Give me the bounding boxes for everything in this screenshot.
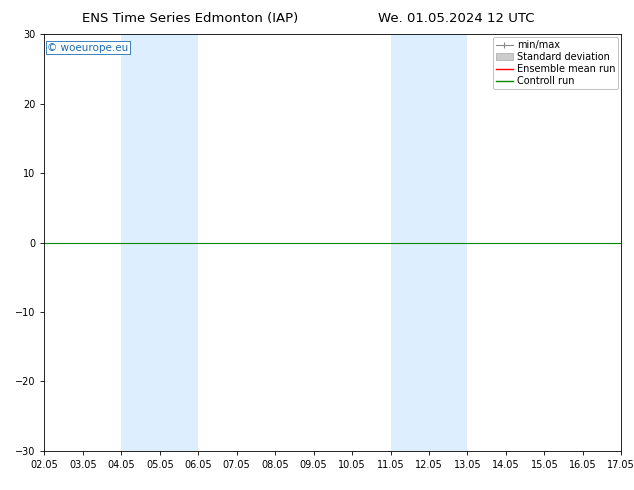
Text: We. 01.05.2024 12 UTC: We. 01.05.2024 12 UTC [378,12,534,25]
Bar [121,34,198,451]
Text: ENS Time Series Edmonton (IAP): ENS Time Series Edmonton (IAP) [82,12,299,25]
Legend: min/max, Standard deviation, Ensemble mean run, Controll run: min/max, Standard deviation, Ensemble me… [493,37,618,89]
Text: © woeurope.eu: © woeurope.eu [48,43,129,52]
Bar [391,34,467,451]
